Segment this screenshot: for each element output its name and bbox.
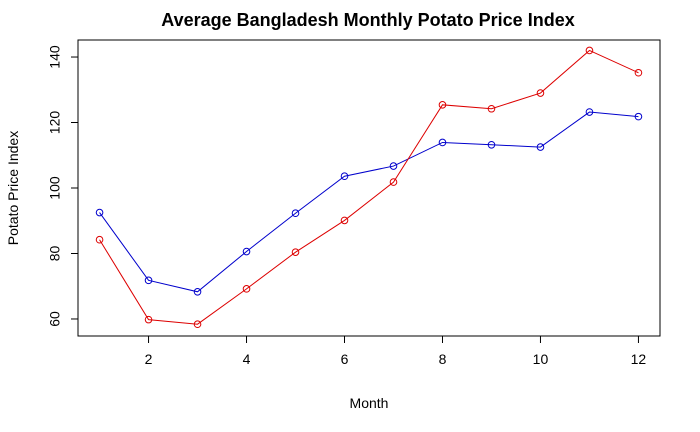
x-axis: 2 4 6 8 10 12: [145, 336, 647, 367]
data-point: [242, 247, 251, 256]
data-point: [389, 162, 398, 170]
data-point: [536, 89, 545, 97]
y-tick-label: 140: [47, 45, 63, 69]
y-tick-label: 120: [47, 111, 63, 135]
x-tick-label: 2: [145, 351, 153, 367]
series-line-1: [99, 111, 639, 293]
y-tick-label: 60: [47, 311, 63, 327]
data-point: [291, 248, 300, 256]
x-tick-label: 10: [533, 351, 549, 367]
data-point: [95, 235, 104, 244]
data-point: [242, 285, 251, 293]
x-tick-label: 4: [243, 351, 251, 367]
data-point: [438, 138, 447, 147]
series-layer: [95, 46, 643, 329]
data-point: [487, 140, 496, 149]
data-point: [585, 46, 594, 55]
data-point: [144, 276, 153, 285]
data-point: [95, 208, 104, 217]
y-axis: 60 80 100 120 140: [47, 45, 78, 327]
data-point: [389, 178, 398, 186]
data-point: [144, 315, 153, 324]
x-tick-label: 8: [439, 351, 447, 367]
data-point: [487, 104, 496, 113]
data-point: [634, 68, 643, 77]
data-point: [634, 112, 643, 121]
y-tick-label: 100: [47, 176, 63, 200]
y-tick-label: 80: [47, 245, 63, 261]
y-axis-label: Potato Price Index: [5, 131, 21, 245]
chart-title: Average Bangladesh Monthly Potato Price …: [161, 10, 574, 30]
data-point: [193, 287, 202, 296]
series-line-2: [99, 49, 639, 325]
x-tick-label: 6: [341, 351, 349, 367]
x-axis-label: Month: [350, 395, 389, 411]
data-point: [536, 143, 545, 151]
data-point: [193, 320, 202, 329]
plot-frame: [77, 39, 661, 337]
data-point: [438, 101, 447, 109]
data-point: [340, 216, 349, 225]
data-point: [340, 172, 349, 181]
x-tick-label: 12: [631, 351, 647, 367]
data-point: [585, 108, 594, 116]
data-point: [291, 209, 300, 218]
